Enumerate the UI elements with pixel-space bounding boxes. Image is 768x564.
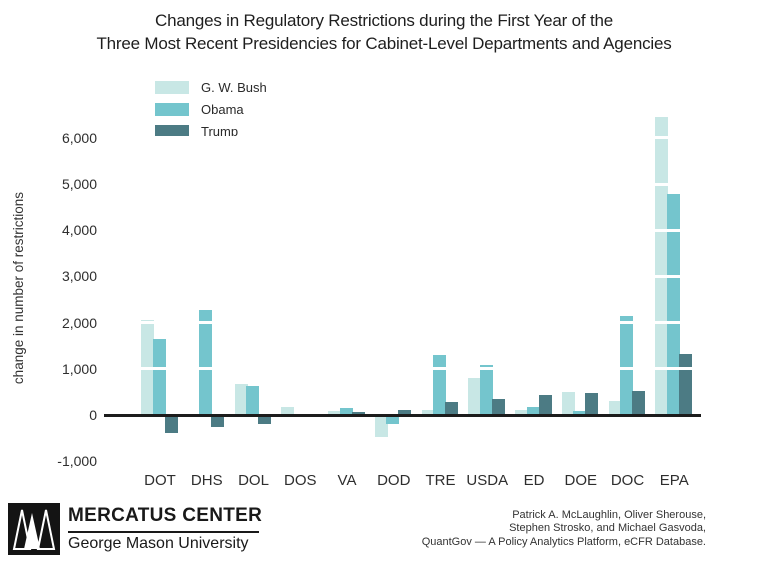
legend-label: Obama [201,102,244,117]
bar-va-g-w-bush [328,410,341,415]
x-tick-label-epa: EPA [659,472,689,489]
bar-va-trump [351,412,365,415]
bar-usda-g-w-bush [468,378,482,415]
y-axis-label: change in number of restrictions [11,191,26,385]
bar-dol-obama [246,386,259,415]
chart-title-line2: Three Most Recent Presidencies for Cabin… [96,34,672,54]
x-axis-line [104,414,701,417]
bar-tre-trump [445,401,458,415]
bar-epa-trump [678,353,692,415]
x-tick-label-doe: DOE [564,472,597,489]
legend-label: Trump [201,124,239,139]
bar-usda-obama [479,365,493,415]
x-tick-label-usda: USDA [466,472,509,489]
legend-swatch-icon [155,81,189,94]
y-tick-label: 6,000 [61,129,97,146]
legend-item-obama: Obama [155,102,267,117]
org-name: MERCATUS CENTER [68,505,263,526]
x-tick-label-doc: DOC [610,472,645,489]
bar-doc-trump [632,390,645,415]
x-tick-label-dot: DOT [144,472,176,489]
bar-doe-g-w-bush [561,391,575,415]
legend-label: G. W. Bush [201,80,267,95]
gridline [105,228,700,232]
y-tick-label: -1,000 [57,453,97,470]
y-tick-label: 3,000 [61,268,97,285]
y-tick-label: 2,000 [61,314,97,331]
x-tick-label-dos: DOS [283,472,317,489]
chart-title: Changes in Regulatory Restrictions durin… [0,9,768,56]
attribution-line2: Stephen Strosko, and Michael Gasvoda, [509,522,706,535]
x-tick-label-dod: DOD [377,472,411,489]
bar-doc-obama [620,315,633,415]
gridline [105,274,700,278]
bar-va-obama [339,407,353,415]
bar-doc-g-w-bush [608,401,622,415]
legend-swatch-icon [155,125,189,138]
bar-doe-obama [573,410,587,415]
bar-dod-obama [386,415,400,425]
legend-item-g-w-bush: G. W. Bush [155,80,267,95]
x-tick-label-dol: DOL [238,472,269,489]
bar-dod-trump [398,409,412,415]
y-tick-label: 5,000 [61,176,97,192]
bar-tre-g-w-bush [421,410,435,415]
bar-dol-trump [258,415,271,424]
bar-dot-trump [164,415,178,434]
chart-title-line1: Changes in Regulatory Restrictions durin… [155,11,613,30]
footer-organization: MERCATUS CENTER George Mason University [68,505,262,553]
gridline [105,182,700,186]
attribution: Patrick A. McLaughlin, Oliver Sherouse, … [422,509,706,549]
x-tick-label-dhs: DHS [190,472,223,489]
bar-epa-obama [666,194,680,415]
bar-dhs-obama [199,310,213,415]
gridline [105,367,700,371]
bar-dod-g-w-bush [374,415,388,438]
bar-epa-g-w-bush [655,117,669,415]
bar-usda-trump [491,399,505,415]
mercatus-logo-icon [8,503,60,555]
x-tick-label-va: VA [337,472,357,489]
x-tick-label-tre: TRE [425,472,456,489]
bar-ed-trump [538,395,552,415]
y-tick-label: 4,000 [61,222,97,239]
legend: G. W. Bush Obama Trump [155,80,267,139]
legend-swatch-icon [155,103,189,116]
org-subtitle: George Mason University [68,534,249,552]
bar-dos-g-w-bush [281,406,295,415]
attribution-line3: QuantGov — A Policy Analytics Platform, … [421,535,706,548]
bar-dhs-trump [211,415,225,427]
y-tick-label: 1,000 [61,360,97,377]
gridline [105,321,700,325]
bar-doe-trump [585,393,599,415]
gridline [105,136,700,140]
x-tick-label-ed: ED [523,472,545,489]
legend-item-trump: Trump [155,124,267,139]
gridline [105,459,700,463]
y-tick-label: 0 [89,407,97,423]
bar-dol-g-w-bush [234,384,248,415]
org-divider [68,530,259,533]
bar-dot-obama [152,338,166,415]
bar-ed-g-w-bush [515,409,528,415]
bar-ed-obama [526,407,540,415]
attribution-line1: Patrick A. McLaughlin, Oliver Sherouse, [512,509,706,521]
